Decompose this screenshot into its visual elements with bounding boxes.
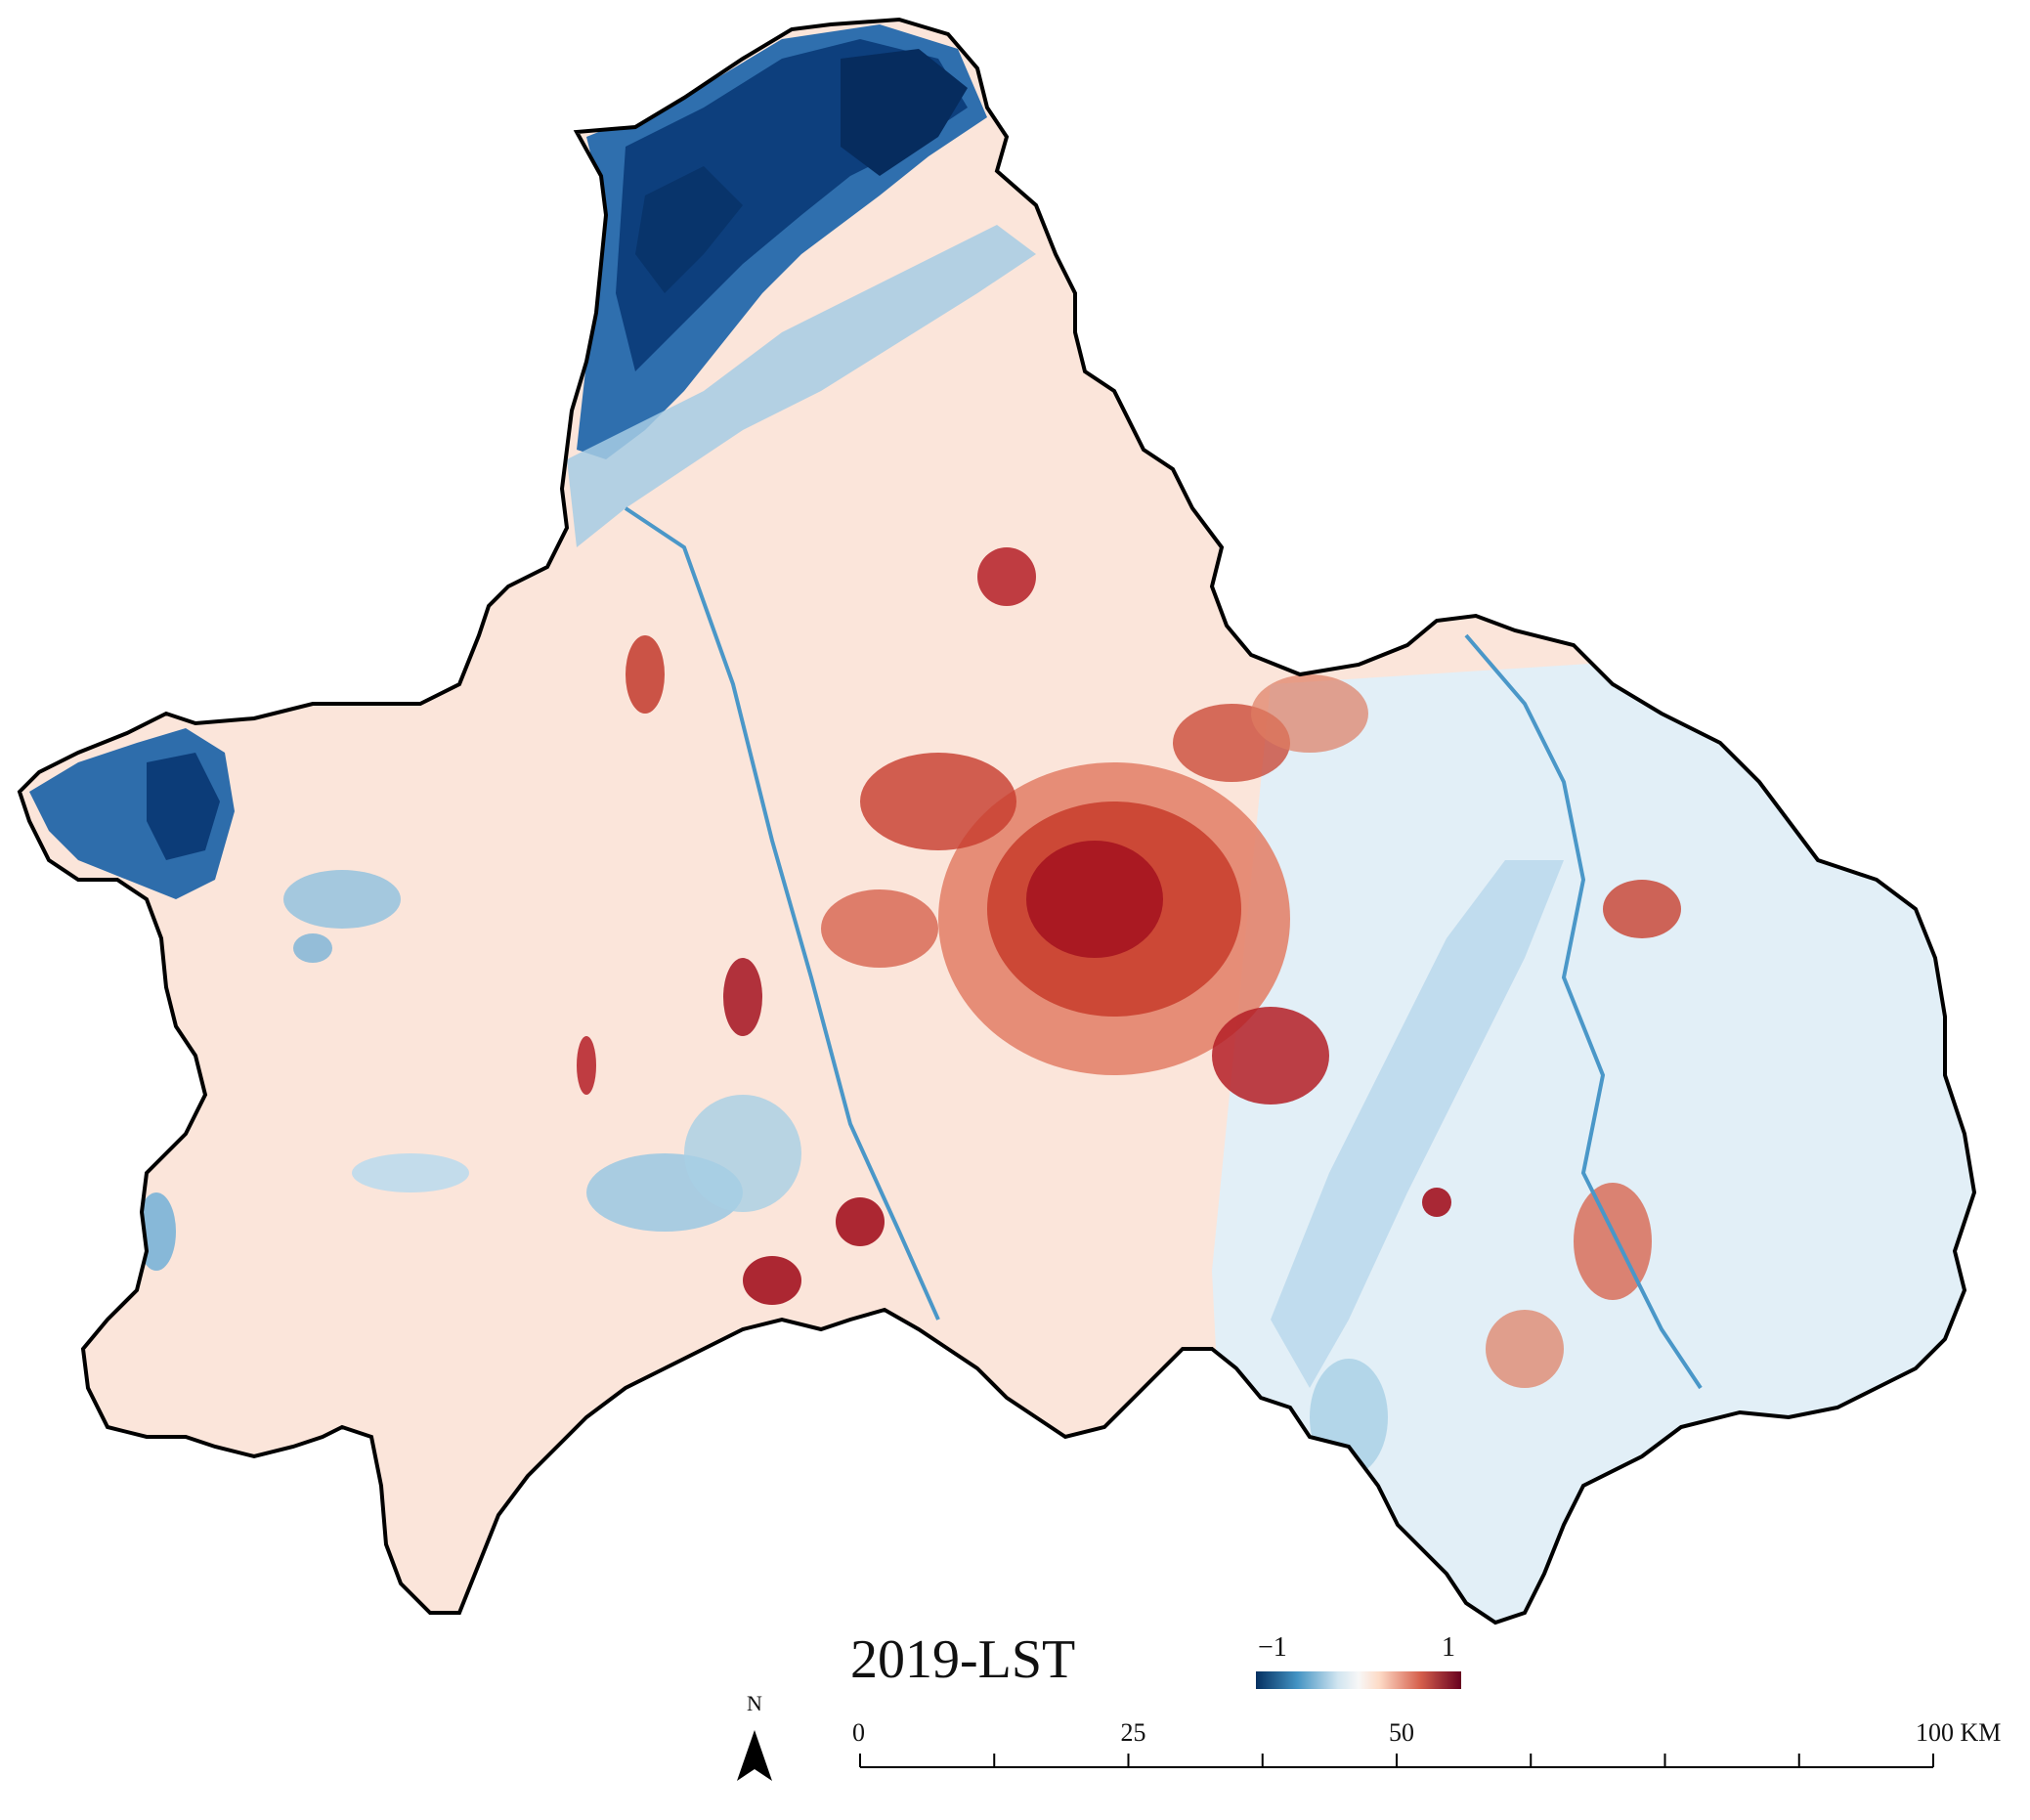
color-legend: −1 1 xyxy=(1256,1634,1461,1693)
legend-max-label: 1 xyxy=(1442,1632,1455,1663)
legend-color-bar xyxy=(1256,1671,1461,1689)
scale-label-50: 50 xyxy=(1389,1718,1414,1747)
legend-min-label: −1 xyxy=(1258,1632,1287,1663)
north-arrow-icon xyxy=(737,1730,772,1781)
scale-label-25: 25 xyxy=(1120,1718,1146,1747)
scale-label-0: 0 xyxy=(852,1718,865,1747)
north-arrow: N xyxy=(725,1693,784,1800)
north-label: N xyxy=(747,1691,762,1715)
scale-bar: 0 25 50 100 KM xyxy=(848,1720,2002,1808)
scale-label-100: 100 KM xyxy=(1916,1718,2002,1747)
lst-raster xyxy=(20,20,1974,1623)
scale-bar-lines xyxy=(859,1754,1934,1768)
map-title: 2019-LST xyxy=(850,1629,1076,1690)
